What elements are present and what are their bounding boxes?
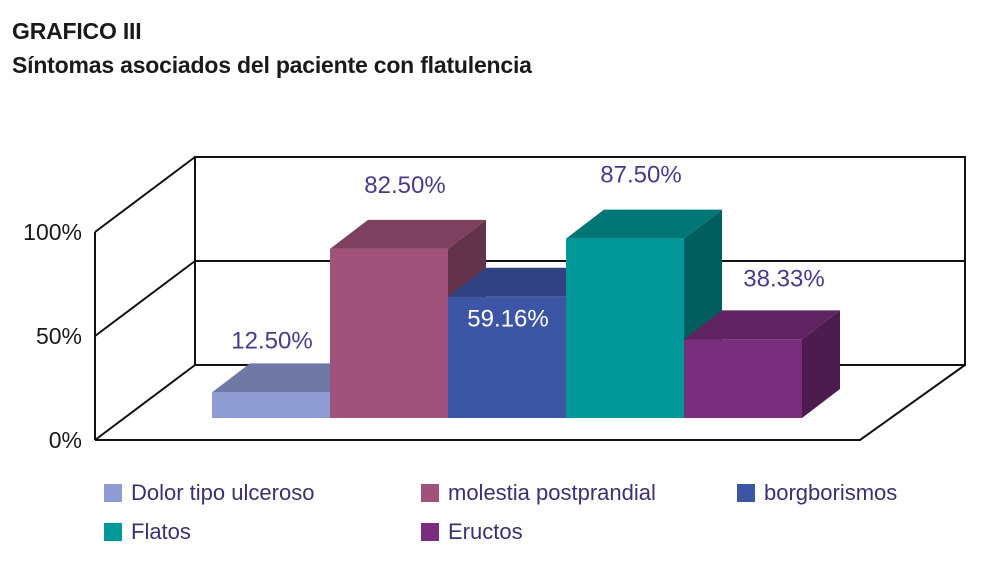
chart-heading: GRAFICO III Síntomas asociados del pacie…	[12, 14, 532, 82]
bar-front-face	[448, 296, 566, 418]
y-tick-label: 100%	[23, 219, 82, 245]
data-label: 38.33%	[743, 265, 824, 292]
bar-top-face	[330, 219, 486, 249]
floor-edge	[95, 364, 966, 441]
chart-title: GRAFICO III	[12, 18, 142, 44]
bar-series	[212, 209, 840, 418]
bar-front-face	[684, 339, 802, 418]
left-wall-top-edge	[94, 156, 196, 233]
floor-left-edge	[94, 364, 196, 441]
chart-subtitle: Síntomas asociados del paciente con flat…	[12, 52, 532, 78]
data-label: 87.50%	[600, 162, 681, 189]
bar	[684, 310, 840, 418]
data-label: 82.50%	[364, 172, 445, 199]
bar-side-face	[802, 310, 840, 418]
data-label: 59.16%	[467, 306, 548, 333]
bar-top-face	[684, 310, 840, 340]
data-labels: 12.50% 82.50% 59.16% 87.50% 38.33%	[231, 162, 824, 355]
bar-top-face	[448, 267, 604, 297]
bar-top-face	[212, 363, 368, 393]
bar-front-face	[330, 248, 448, 418]
data-label: 12.50%	[231, 327, 312, 354]
y-tick-label: 50%	[36, 323, 82, 349]
left-wall-gridline	[94, 260, 196, 337]
y-axis-tick-labels: 0% 50% 100%	[23, 219, 82, 453]
y-tick-label: 0%	[49, 427, 82, 453]
bar-front-face	[212, 392, 330, 418]
bar-front-face	[566, 238, 684, 418]
bar-top-face	[566, 209, 722, 239]
bar	[566, 209, 722, 418]
